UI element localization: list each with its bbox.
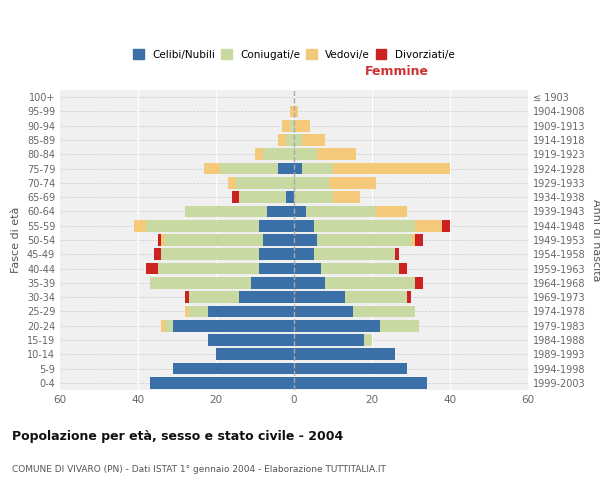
- Bar: [259, 220, 294, 232]
- Bar: [353, 306, 415, 318]
- Bar: [294, 292, 344, 303]
- Bar: [146, 220, 259, 232]
- Bar: [166, 234, 263, 246]
- Bar: [189, 292, 239, 303]
- Bar: [278, 134, 286, 146]
- Bar: [294, 134, 302, 146]
- Bar: [204, 162, 220, 174]
- Bar: [263, 234, 294, 246]
- Bar: [333, 162, 450, 174]
- Bar: [251, 277, 294, 288]
- Bar: [314, 220, 415, 232]
- Bar: [146, 262, 157, 274]
- Bar: [314, 248, 395, 260]
- Bar: [415, 234, 422, 246]
- Bar: [161, 320, 166, 332]
- Text: Femmine: Femmine: [365, 65, 429, 78]
- Bar: [263, 148, 294, 160]
- Bar: [294, 348, 395, 360]
- Bar: [188, 306, 208, 318]
- Bar: [294, 262, 322, 274]
- Bar: [161, 248, 259, 260]
- Bar: [415, 277, 422, 288]
- Bar: [322, 262, 400, 274]
- Bar: [294, 277, 325, 288]
- Bar: [290, 120, 294, 132]
- Bar: [173, 320, 294, 332]
- Bar: [154, 248, 161, 260]
- Bar: [325, 277, 415, 288]
- Bar: [161, 234, 166, 246]
- Bar: [216, 348, 294, 360]
- Bar: [150, 377, 294, 388]
- Bar: [294, 148, 317, 160]
- Bar: [294, 220, 314, 232]
- Bar: [395, 248, 400, 260]
- Bar: [185, 292, 188, 303]
- Bar: [157, 234, 161, 246]
- Bar: [415, 220, 442, 232]
- Bar: [134, 220, 146, 232]
- Bar: [302, 134, 325, 146]
- Bar: [294, 320, 380, 332]
- Bar: [208, 306, 294, 318]
- Bar: [232, 192, 239, 203]
- Bar: [259, 248, 294, 260]
- Bar: [317, 148, 356, 160]
- Bar: [294, 377, 427, 388]
- Bar: [278, 162, 294, 174]
- Bar: [266, 206, 294, 218]
- Bar: [286, 192, 294, 203]
- Bar: [173, 362, 294, 374]
- Bar: [185, 206, 266, 218]
- Bar: [239, 292, 294, 303]
- Bar: [255, 148, 263, 160]
- Bar: [185, 306, 188, 318]
- Bar: [166, 320, 173, 332]
- Bar: [294, 106, 298, 118]
- Text: COMUNE DI VIVARO (PN) - Dati ISTAT 1° gennaio 2004 - Elaborazione TUTTITALIA.IT: COMUNE DI VIVARO (PN) - Dati ISTAT 1° ge…: [12, 465, 386, 474]
- Bar: [294, 177, 329, 188]
- Bar: [364, 334, 372, 346]
- Bar: [157, 262, 259, 274]
- Bar: [380, 320, 419, 332]
- Bar: [208, 334, 294, 346]
- Bar: [235, 177, 294, 188]
- Bar: [294, 334, 364, 346]
- Bar: [294, 306, 353, 318]
- Bar: [228, 177, 235, 188]
- Bar: [259, 262, 294, 274]
- Bar: [411, 234, 415, 246]
- Bar: [344, 292, 407, 303]
- Bar: [239, 192, 286, 203]
- Legend: Celibi/Nubili, Coniugati/e, Vedovi/e, Divorziati/e: Celibi/Nubili, Coniugati/e, Vedovi/e, Di…: [131, 47, 457, 62]
- Bar: [329, 177, 376, 188]
- Bar: [150, 277, 251, 288]
- Bar: [294, 162, 302, 174]
- Bar: [333, 192, 360, 203]
- Bar: [290, 106, 294, 118]
- Bar: [283, 120, 290, 132]
- Bar: [294, 362, 407, 374]
- Bar: [294, 248, 314, 260]
- Bar: [306, 206, 376, 218]
- Bar: [286, 134, 294, 146]
- Y-axis label: Anni di nascita: Anni di nascita: [591, 198, 600, 281]
- Bar: [302, 162, 333, 174]
- Bar: [294, 206, 306, 218]
- Bar: [317, 234, 411, 246]
- Bar: [442, 220, 450, 232]
- Bar: [407, 292, 411, 303]
- Bar: [220, 162, 278, 174]
- Bar: [294, 234, 317, 246]
- Y-axis label: Fasce di età: Fasce di età: [11, 207, 21, 273]
- Bar: [294, 120, 310, 132]
- Bar: [294, 192, 333, 203]
- Bar: [376, 206, 407, 218]
- Text: Popolazione per età, sesso e stato civile - 2004: Popolazione per età, sesso e stato civil…: [12, 430, 343, 443]
- Bar: [400, 262, 407, 274]
